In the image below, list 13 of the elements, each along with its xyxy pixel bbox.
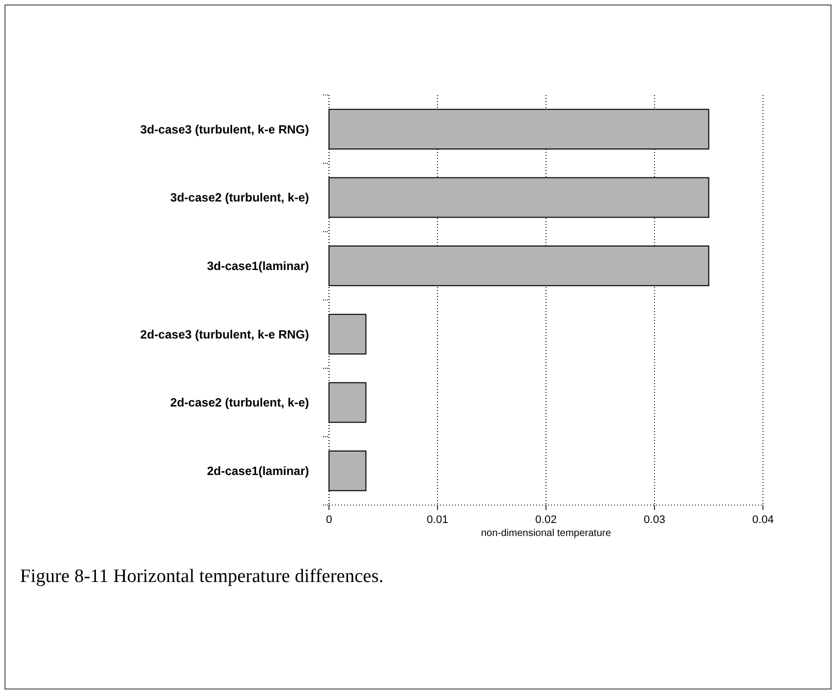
x-tick-label: 0 [326, 514, 332, 526]
y-tick-label: 3d-case3 (turbulent, k-e RNG) [140, 122, 309, 136]
x-tick-label: 0.04 [752, 514, 774, 526]
y-tick-label: 3d-case2 (turbulent, k-e) [170, 190, 309, 205]
y-tick-label: 2d-case3 (turbulent, k-e RNG) [140, 327, 309, 342]
x-axis-title: non-dimensional temperature [480, 528, 612, 539]
caption: Figure 8-11 Horizontal temperature differences. [20, 566, 384, 587]
x-tick-label: 0.02 [535, 514, 557, 526]
y-tick-label: 2d-case2 (turbulent, k-e) [170, 396, 309, 410]
x-tick-label: 0.01 [426, 514, 448, 526]
y-tick-label: 2d-case1(laminar) [206, 464, 310, 478]
x-tick-label: 0.03 [644, 514, 666, 526]
y-tick-label: 3d-case1(laminar) [206, 259, 310, 274]
